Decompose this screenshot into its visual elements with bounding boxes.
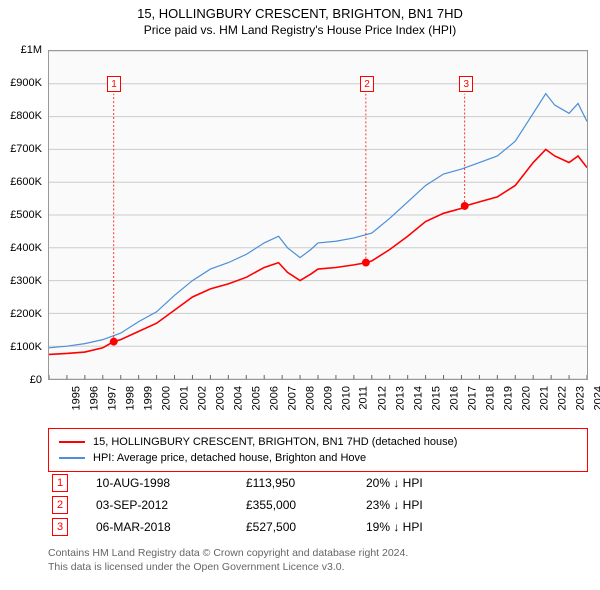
y-tick-label: £500K [10,209,42,221]
legend-swatch [59,441,85,443]
x-tick-label: 2023 [574,386,586,410]
y-tick-label: £900K [10,77,42,89]
marker-dot [362,259,370,267]
chart-marker-badge: 3 [459,76,473,92]
x-tick-label: 2010 [340,386,352,410]
chart-container: 15, HOLLINGBURY CRESCENT, BRIGHTON, BN1 … [0,0,600,590]
marker-date: 10-AUG-1998 [96,476,246,490]
x-tick-label: 2014 [412,386,424,410]
chart-marker-badge: 1 [107,76,121,92]
x-tick-label: 2000 [160,386,172,410]
marker-price: £113,950 [246,476,366,490]
x-tick-label: 2018 [484,386,496,410]
marker-relative: 20% ↓ HPI [366,476,506,490]
marker-price: £527,500 [246,520,366,534]
marker-price: £355,000 [246,498,366,512]
x-tick-label: 2015 [430,386,442,410]
marker-table-badge: 1 [52,474,68,492]
x-tick-label: 2001 [178,386,190,410]
x-tick-label: 2016 [448,386,460,410]
legend-label: 15, HOLLINGBURY CRESCENT, BRIGHTON, BN1 … [93,436,457,448]
y-tick-label: £800K [10,110,42,122]
chart-plot-area: 1 2 3 [48,50,588,380]
x-tick-label: 1999 [142,386,154,410]
marker-table-row: 1 10-AUG-1998£113,95020% ↓ HPI [48,472,588,494]
x-tick-label: 2013 [394,386,406,410]
legend: 15, HOLLINGBURY CRESCENT, BRIGHTON, BN1 … [48,428,588,472]
marker-relative: 23% ↓ HPI [366,498,506,512]
x-tick-label: 2004 [232,386,244,410]
marker-dot [461,202,469,210]
marker-relative: 19% ↓ HPI [366,520,506,534]
footer-attribution: Contains HM Land Registry data © Crown c… [48,546,588,574]
x-tick-label: 2011 [358,386,370,410]
x-tick-label: 2017 [466,386,478,410]
legend-item: HPI: Average price, detached house, Brig… [59,451,577,465]
x-tick-label: 2003 [214,386,226,410]
x-tick-label: 2007 [286,386,298,410]
marker-dot [110,338,118,346]
y-tick-label: £600K [10,176,42,188]
footer-line1: Contains HM Land Registry data © Crown c… [48,546,588,560]
y-tick-label: £300K [10,275,42,287]
legend-item: 15, HOLLINGBURY CRESCENT, BRIGHTON, BN1 … [59,435,577,449]
marker-date: 06-MAR-2018 [96,520,246,534]
marker-table-row: 3 06-MAR-2018£527,50019% ↓ HPI [48,516,588,538]
y-tick-label: £400K [10,242,42,254]
marker-table: 1 10-AUG-1998£113,95020% ↓ HPI 2 03-SEP-201… [48,472,588,538]
x-tick-label: 2005 [250,386,262,410]
marker-table-badge: 2 [52,496,68,514]
marker-table-row: 2 03-SEP-2012£355,00023% ↓ HPI [48,494,588,516]
footer-line2: This data is licensed under the Open Gov… [48,560,588,574]
y-tick-label: £700K [10,143,42,155]
x-tick-label: 2002 [196,386,208,410]
y-tick-label: £100K [10,341,42,353]
chart-svg [49,51,587,379]
x-axis-labels: 1995 1996 1997 1998 1999 2000 2001 2002 2003 2004… [48,382,588,422]
y-tick-label: £0 [30,374,42,386]
series-hpi [49,94,587,348]
x-tick-label: 2008 [304,386,316,410]
x-tick-label: 1997 [106,386,118,410]
x-tick-label: 1998 [124,386,136,410]
title-address: 15, HOLLINGBURY CRESCENT, BRIGHTON, BN1 … [0,6,600,23]
title-block: 15, HOLLINGBURY CRESCENT, BRIGHTON, BN1 … [0,0,600,38]
series-property [49,149,587,354]
chart-marker-badge: 2 [360,76,374,92]
x-tick-label: 2021 [538,386,550,410]
legend-swatch [59,457,85,459]
x-tick-label: 2009 [322,386,334,410]
x-tick-label: 2019 [502,386,514,410]
x-tick-label: 2024 [592,386,600,410]
x-tick-label: 2020 [520,386,532,410]
marker-table-badge: 3 [52,518,68,536]
y-tick-label: £200K [10,308,42,320]
x-tick-label: 2006 [268,386,280,410]
marker-date: 03-SEP-2012 [96,498,246,512]
y-axis-labels: £0£100K£200K£300K£400K£500K£600K£700K£80… [0,50,46,380]
x-tick-label: 2012 [376,386,388,410]
title-subtitle: Price paid vs. HM Land Registry's House … [0,23,600,39]
x-tick-label: 1995 [70,386,82,410]
x-tick-label: 1996 [88,386,100,410]
x-tick-label: 2022 [556,386,568,410]
legend-label: HPI: Average price, detached house, Brig… [93,452,366,464]
y-tick-label: £1M [21,44,42,56]
